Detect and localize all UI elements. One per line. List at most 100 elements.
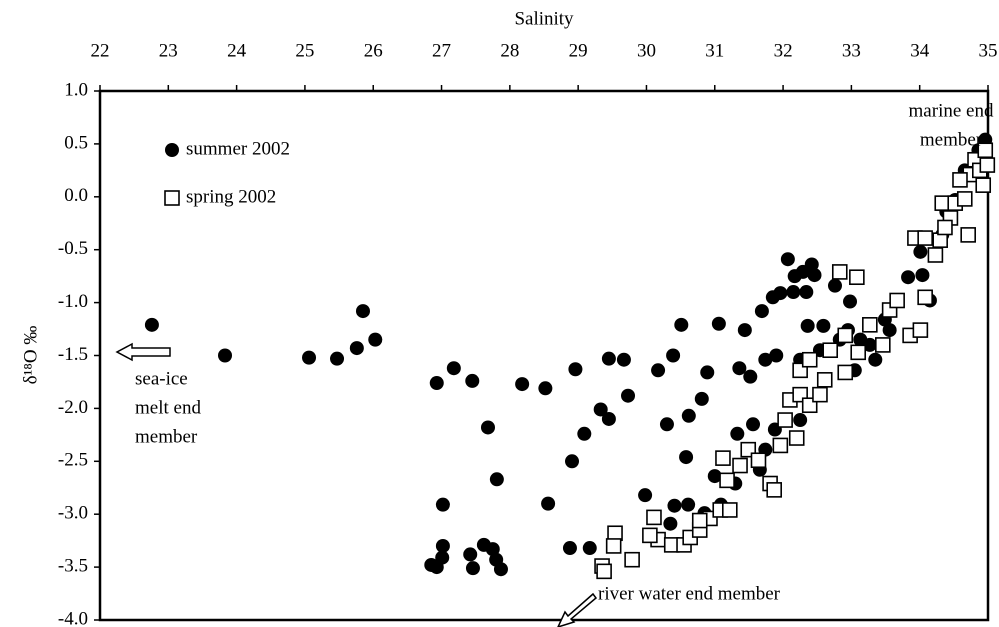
data-point — [816, 318, 831, 333]
data-point — [875, 337, 891, 353]
data-point — [979, 157, 996, 173]
river-arrow — [557, 592, 598, 627]
data-point — [674, 317, 689, 332]
y-tick-label: -3.5 — [58, 555, 88, 576]
y-tick-label: 0.5 — [64, 132, 88, 153]
x-tick-label: 33 — [842, 40, 861, 61]
data-point — [621, 388, 636, 403]
data-point — [917, 289, 933, 306]
data-point — [889, 292, 905, 309]
data-point — [302, 350, 317, 365]
annotation: member — [135, 426, 198, 447]
data-point — [915, 268, 930, 283]
data-point — [719, 472, 735, 489]
data-point — [651, 363, 666, 378]
data-point — [730, 426, 745, 441]
data-point — [465, 561, 480, 576]
data-point — [799, 285, 814, 300]
data-point — [743, 369, 758, 384]
data-point — [732, 457, 748, 474]
data-point — [793, 413, 808, 428]
data-point — [515, 377, 530, 392]
legend-label: spring 2002 — [186, 186, 276, 207]
data-point — [582, 541, 597, 556]
x-tick-label: 28 — [500, 40, 519, 61]
data-point — [465, 373, 480, 388]
data-point — [435, 550, 450, 565]
y-tick-label: -4.0 — [58, 608, 88, 627]
x-tick-label: 24 — [227, 40, 247, 61]
data-point — [538, 381, 553, 396]
data-point — [711, 316, 726, 331]
data-point — [715, 450, 731, 466]
sea-ice-arrow — [115, 342, 171, 362]
data-point — [837, 327, 854, 344]
data-point — [681, 408, 696, 423]
data-point — [368, 332, 383, 347]
y-tick-label: -3.0 — [58, 503, 88, 524]
data-point — [956, 191, 973, 207]
data-point — [800, 318, 815, 333]
data-point — [777, 412, 793, 428]
y-tick-label: -2.0 — [58, 397, 88, 418]
data-point — [750, 452, 767, 469]
data-point — [700, 365, 715, 380]
data-point — [868, 352, 883, 367]
data-point — [862, 337, 877, 352]
data-point — [901, 270, 916, 285]
x-tick-label: 34 — [910, 40, 930, 61]
data-point — [691, 512, 708, 529]
data-point — [218, 348, 233, 363]
data-point — [562, 541, 577, 556]
data-point — [493, 562, 508, 577]
annotation: sea-ice — [135, 368, 188, 389]
data-point — [489, 472, 504, 487]
annotation: marine end — [909, 100, 994, 121]
data-point — [843, 294, 858, 309]
data-point — [975, 177, 992, 193]
x-tick-label: 27 — [432, 40, 451, 61]
data-point — [849, 269, 865, 286]
annotation: river water end member — [598, 583, 781, 604]
x-tick-label: 29 — [569, 40, 588, 61]
data-point — [624, 551, 640, 568]
data-point — [568, 362, 583, 377]
data-point — [144, 317, 159, 332]
data-point — [435, 538, 450, 553]
x-tick-label: 23 — [159, 40, 178, 61]
data-point — [646, 509, 662, 526]
data-point — [593, 402, 608, 417]
data-point — [754, 304, 769, 319]
data-point — [773, 286, 788, 301]
data-point — [952, 172, 968, 188]
data-point — [601, 351, 616, 366]
data-point — [721, 502, 738, 518]
data-point — [807, 268, 822, 283]
legend-label: summer 2002 — [186, 138, 290, 159]
data-point — [681, 497, 696, 512]
data-point — [355, 304, 370, 319]
y-tick-label: 1.0 — [64, 79, 88, 100]
data-point — [596, 563, 612, 580]
data-point — [766, 482, 782, 498]
data-point — [605, 538, 622, 554]
data-point — [812, 386, 828, 403]
y-tick-label: -1.0 — [58, 291, 88, 312]
data-point — [616, 352, 631, 367]
legend-marker — [165, 143, 179, 157]
data-point — [707, 469, 722, 484]
data-point — [917, 230, 933, 246]
data-point — [642, 527, 658, 544]
data-point — [638, 488, 653, 503]
x-tick-label: 25 — [295, 40, 314, 61]
data-point — [663, 516, 678, 531]
y-tick-label: -1.5 — [58, 344, 88, 365]
data-point — [804, 257, 819, 272]
data-point — [565, 454, 580, 469]
data-point — [330, 351, 345, 366]
data-point — [882, 323, 897, 338]
data-point — [816, 372, 833, 388]
data-point — [737, 323, 752, 338]
data-point — [927, 247, 944, 263]
data-point — [485, 542, 500, 557]
